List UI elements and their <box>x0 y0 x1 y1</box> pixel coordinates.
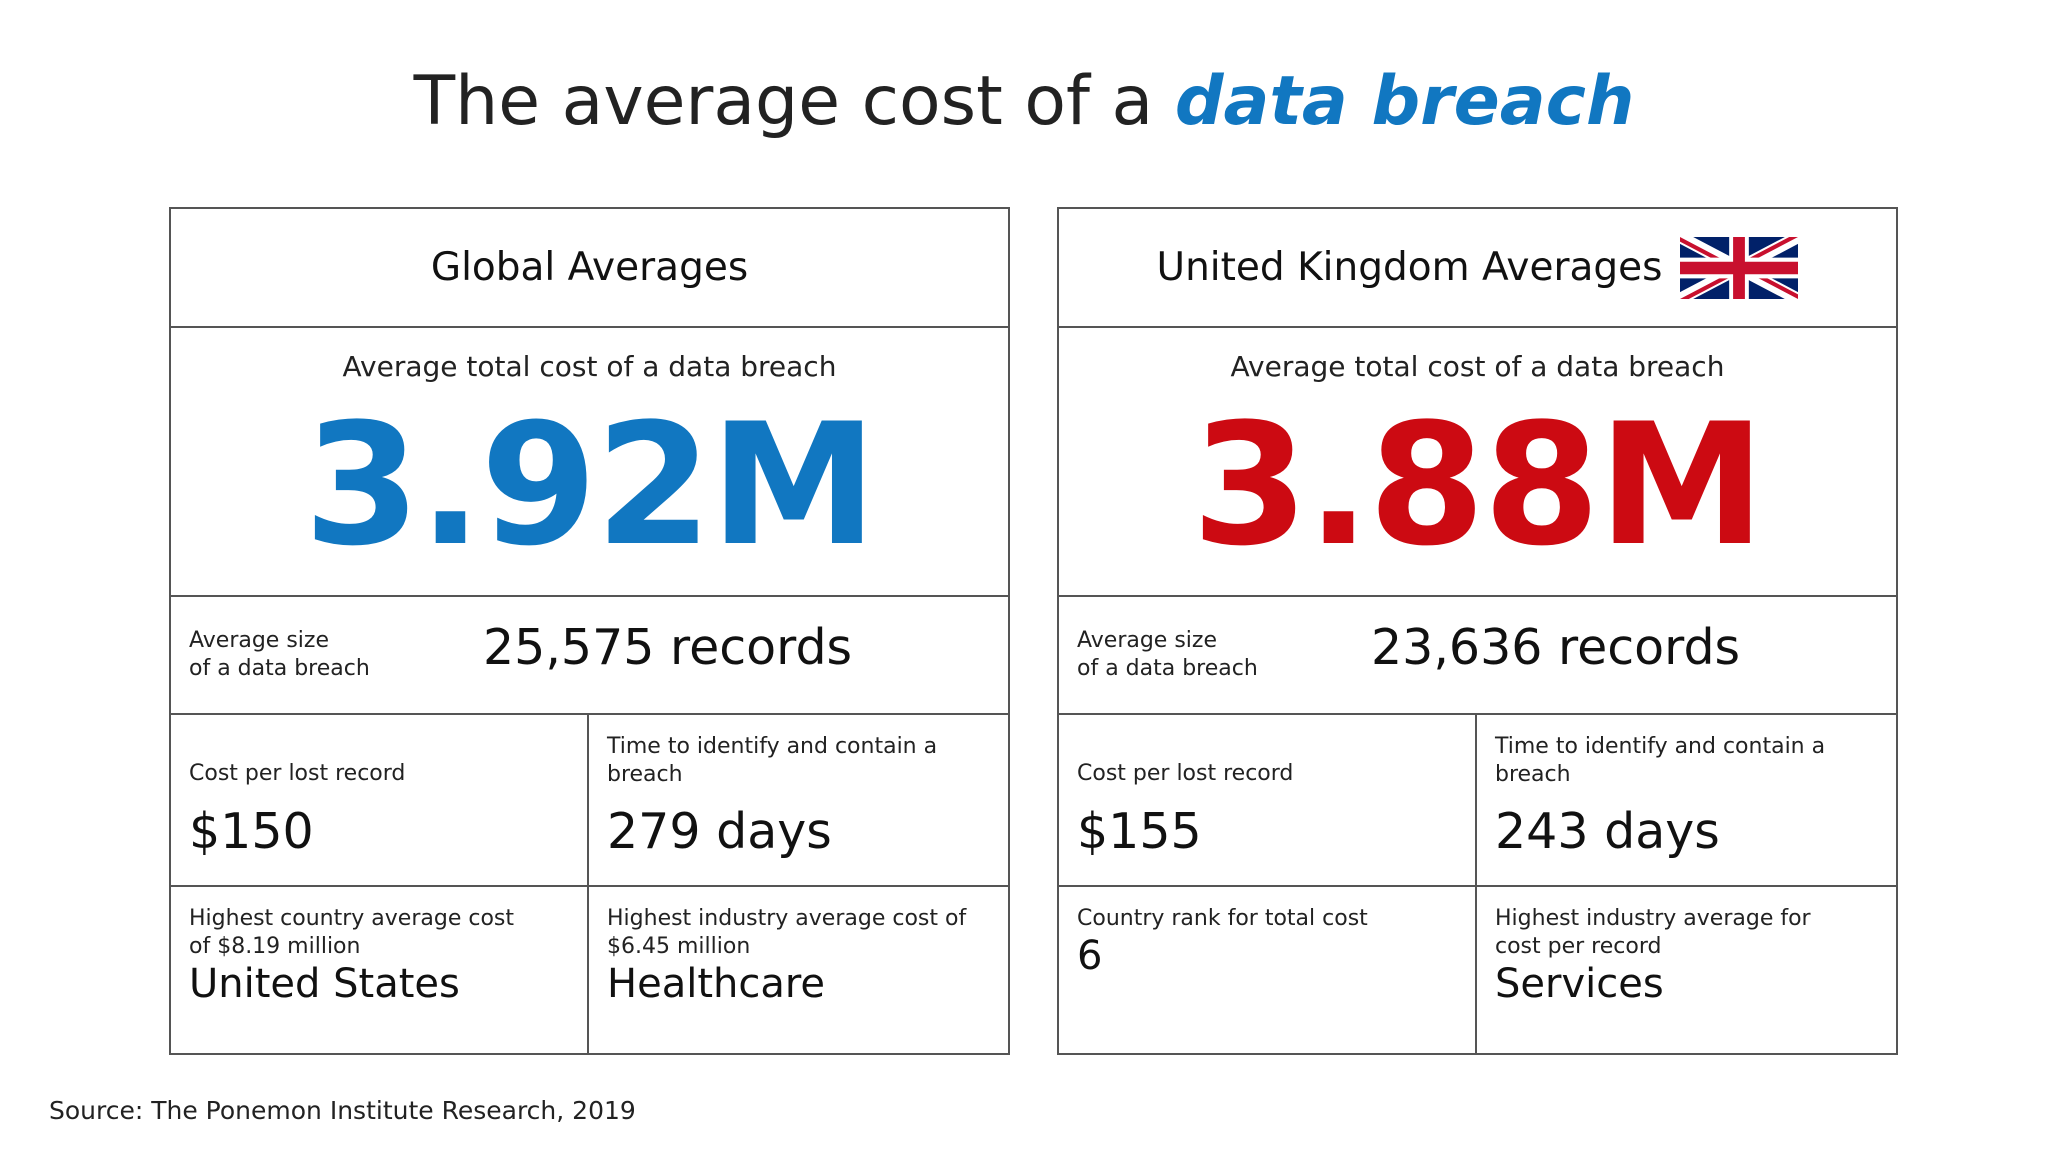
title-highlight: data breach <box>1174 62 1635 141</box>
global-cost-per-record-label: Cost per lost record <box>189 761 406 786</box>
global-total-cost-label: Average total cost of a data breach <box>342 350 837 383</box>
uk-highest-industry-value: Services <box>1495 961 1664 1007</box>
uk-highest-industry-label: Highest industry average for cost per re… <box>1495 906 1811 959</box>
uk-breach-size-value: 23,636 records <box>1371 619 1741 676</box>
uk-total-cost-section: Average total cost of a data breach 3.88… <box>1059 328 1896 597</box>
global-time-to-contain-value: 279 days <box>607 803 832 860</box>
uk-country-rank-cell: Country rank for total cost 6 <box>1059 887 1477 1053</box>
global-averages-panel: Global Averages Average total cost of a … <box>169 207 1010 1055</box>
uk-time-to-contain-value: 243 days <box>1495 803 1720 860</box>
global-highest-industry-label: Highest industry average cost of $6.45 m… <box>607 906 967 959</box>
global-highest-industry-cell: Highest industry average cost of $6.45 m… <box>589 887 1008 1053</box>
uk-header-title: United Kingdom Averages <box>1156 245 1663 290</box>
global-breach-size-value: 25,575 records <box>483 619 853 676</box>
global-cost-per-record-value: $150 <box>189 803 314 860</box>
global-time-to-contain-label: Time to identify and contain a breach <box>607 734 938 787</box>
uk-time-to-contain-label: Time to identify and contain a breach <box>1495 734 1826 787</box>
uk-breach-size-row: Average size of a data breach 23,636 rec… <box>1059 597 1896 715</box>
title-prefix: The average cost of a <box>413 62 1175 141</box>
uk-total-cost-label: Average total cost of a data breach <box>1230 350 1725 383</box>
uk-cost-per-record-value: $155 <box>1077 803 1202 860</box>
uk-flag-icon <box>1677 230 1802 305</box>
global-breach-size-label-line1: Average size <box>189 628 329 653</box>
uk-country-rank-value: 6 <box>1077 933 1103 979</box>
global-time-to-contain-cell: Time to identify and contain a breach 27… <box>589 715 1008 887</box>
global-highest-country-value: United States <box>189 961 460 1007</box>
global-highest-industry-value: Healthcare <box>607 961 826 1007</box>
page-title: The average cost of a data breach <box>0 52 2048 152</box>
global-cost-per-record-cell: Cost per lost record $150 <box>171 715 589 887</box>
source-citation: Source: The Ponemon Institute Research, … <box>49 1096 636 1125</box>
global-header-title: Global Averages <box>430 245 749 290</box>
uk-total-cost-value: 3.88M <box>1191 387 1766 583</box>
uk-header: United Kingdom Averages <box>1059 209 1896 328</box>
uk-averages-panel: United Kingdom Averages Average total co… <box>1057 207 1898 1055</box>
global-breach-size-row: Average size of a data breach 25,575 rec… <box>171 597 1008 715</box>
uk-time-to-contain-cell: Time to identify and contain a breach 24… <box>1477 715 1896 887</box>
uk-breach-size-label: Average size of a data breach <box>1077 627 1258 683</box>
global-highest-country-label: Highest country average cost of $8.19 mi… <box>189 906 515 959</box>
global-total-cost-section: Average total cost of a data breach 3.92… <box>171 328 1008 597</box>
global-highest-country-cell: Highest country average cost of $8.19 mi… <box>171 887 589 1053</box>
global-total-cost-value: 3.92M <box>303 387 878 583</box>
global-breach-size-label-line2: of a data breach <box>189 656 370 681</box>
uk-cost-per-record-label: Cost per lost record <box>1077 761 1294 786</box>
uk-breach-size-label-line1: Average size <box>1077 628 1217 653</box>
global-header: Global Averages <box>171 209 1008 328</box>
uk-breach-size-label-line2: of a data breach <box>1077 656 1258 681</box>
uk-country-rank-label: Country rank for total cost <box>1077 906 1368 931</box>
global-breach-size-label: Average size of a data breach <box>189 627 370 683</box>
uk-cost-per-record-cell: Cost per lost record $155 <box>1059 715 1477 887</box>
uk-highest-industry-cell: Highest industry average for cost per re… <box>1477 887 1896 1053</box>
